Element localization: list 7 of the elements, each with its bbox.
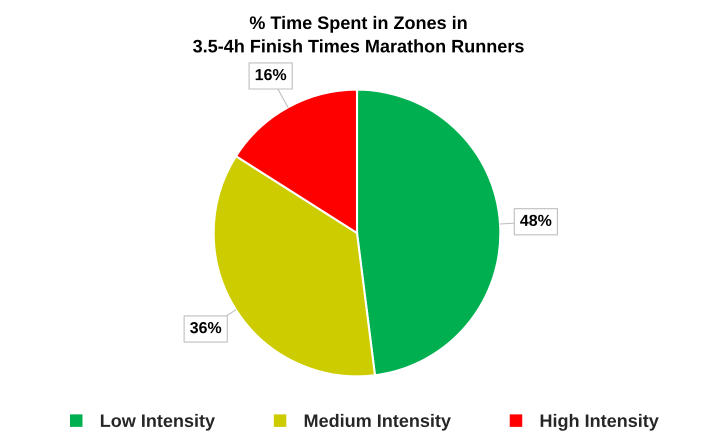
legend-label: High Intensity: [540, 414, 659, 431]
chart-title: % Time Spent in Zones in 3.5-4h Finish Times Marathon Runners: [193, 16, 524, 53]
data-label: 36%: [190, 322, 222, 334]
data-label: 16%: [256, 68, 286, 80]
data-label: 48%: [520, 214, 552, 226]
legend-label: Low Intensity: [100, 414, 215, 431]
legend-label: Medium Intensity: [304, 414, 451, 431]
